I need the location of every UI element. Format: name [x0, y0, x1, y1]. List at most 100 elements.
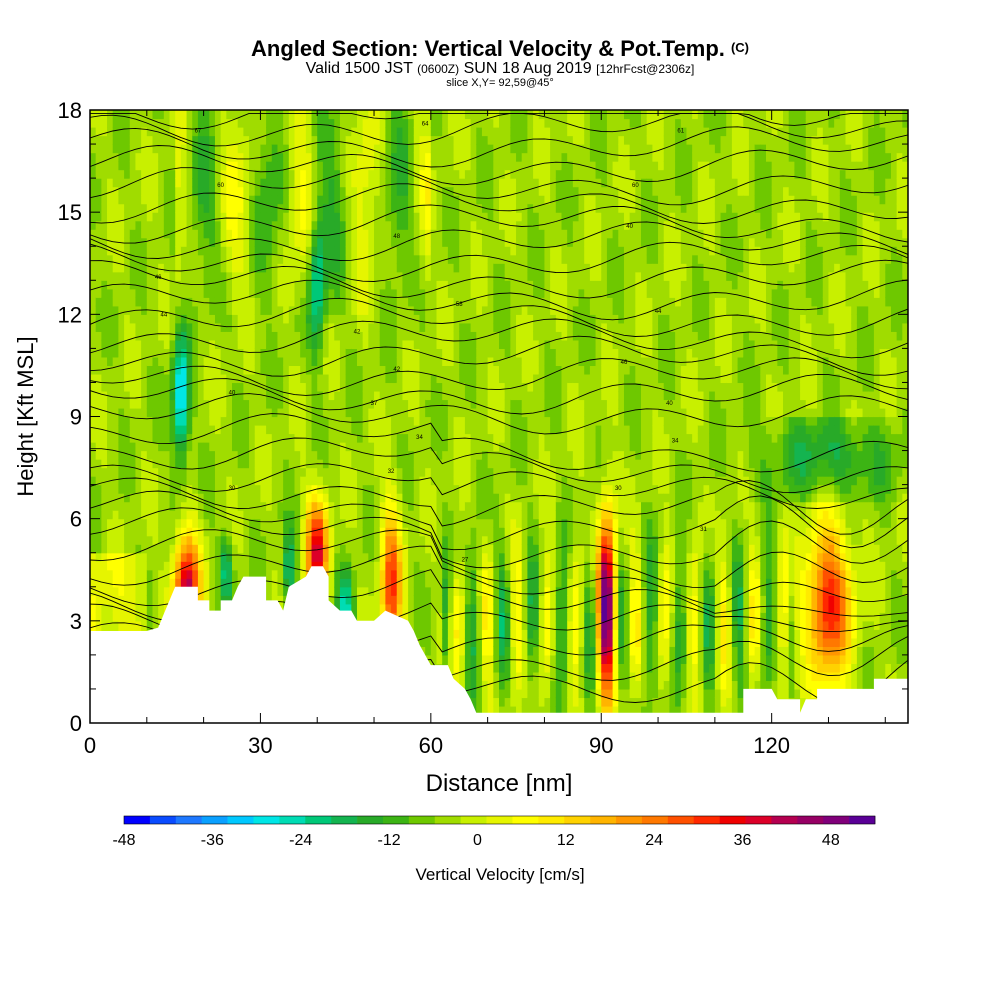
field-cell	[436, 229, 443, 239]
field-cell	[317, 212, 324, 222]
field-cell	[419, 110, 426, 120]
field-cell	[232, 169, 239, 179]
field-cell	[209, 254, 216, 264]
field-cell	[118, 518, 125, 528]
field-cell	[334, 212, 341, 222]
field-cell	[339, 220, 347, 230]
field-cell	[425, 152, 432, 162]
field-cell	[430, 493, 438, 503]
field-cell	[266, 152, 273, 162]
field-cell	[254, 144, 262, 154]
field-cell	[232, 314, 239, 324]
field-cell	[300, 425, 307, 435]
field-cell	[163, 212, 171, 222]
field-cell	[237, 220, 244, 230]
field-cell	[237, 561, 244, 571]
field-cell	[396, 314, 404, 324]
field-cell	[391, 442, 398, 452]
field-cell	[232, 535, 239, 545]
field-cell	[118, 425, 125, 435]
field-cell	[442, 382, 449, 392]
field-cell	[243, 544, 250, 554]
field-cell	[362, 442, 369, 452]
field-cell	[277, 127, 284, 137]
field-cell	[101, 390, 108, 401]
field-cell	[180, 322, 188, 332]
field-cell	[300, 450, 307, 460]
field-cell	[226, 450, 233, 460]
field-cell	[214, 544, 222, 554]
field-cell	[356, 280, 364, 290]
field-cell	[476, 552, 483, 562]
field-cell	[226, 331, 233, 341]
field-cell	[107, 433, 114, 443]
field-cell	[425, 237, 432, 247]
field-cell	[334, 186, 341, 196]
field-cell	[374, 467, 381, 477]
field-cell	[214, 331, 222, 341]
field-cell	[169, 467, 176, 477]
field-cell	[152, 186, 159, 196]
field-cell	[197, 186, 205, 196]
field-cell	[334, 399, 341, 409]
field-cell	[368, 527, 375, 537]
field-cell	[271, 348, 279, 358]
field-cell	[277, 433, 284, 443]
field-cell	[294, 246, 301, 256]
field-cell	[447, 288, 455, 298]
field-cell	[277, 288, 284, 298]
field-cell	[90, 390, 97, 401]
field-cell	[413, 203, 421, 213]
field-cell	[214, 518, 222, 528]
field-cell	[459, 501, 466, 511]
field-cell	[396, 561, 404, 571]
field-cell	[254, 433, 262, 443]
field-cell	[197, 212, 205, 222]
field-cell	[118, 416, 125, 426]
field-cell	[430, 459, 438, 469]
field-cell	[339, 305, 347, 315]
field-cell	[203, 297, 210, 307]
field-cell	[277, 305, 284, 315]
field-cell	[271, 263, 279, 273]
field-cell	[141, 399, 148, 409]
field-cell	[356, 416, 364, 426]
field-cell	[453, 118, 460, 128]
field-cell	[464, 271, 472, 281]
field-cell	[413, 263, 421, 273]
field-cell	[339, 493, 347, 503]
field-cell	[351, 578, 358, 588]
field-cell	[413, 586, 421, 596]
field-cell	[90, 442, 97, 452]
field-cell	[396, 220, 404, 230]
field-cell	[266, 416, 273, 426]
field-cell	[95, 544, 102, 554]
field-cell	[459, 254, 466, 264]
field-cell	[391, 220, 398, 230]
field-cell	[413, 110, 421, 120]
field-cell	[214, 161, 222, 171]
field-cell	[425, 629, 432, 639]
field-cell	[249, 407, 256, 418]
field-cell	[447, 127, 455, 137]
field-cell	[447, 646, 455, 656]
field-cell	[237, 144, 244, 154]
field-cell	[305, 178, 313, 188]
field-cell	[300, 331, 307, 341]
field-cell	[476, 186, 483, 196]
field-cell	[300, 169, 307, 179]
field-cell	[385, 407, 392, 418]
field-cell	[453, 263, 460, 273]
field-cell	[146, 237, 154, 247]
field-cell	[237, 203, 244, 213]
field-cell	[266, 348, 273, 358]
field-cell	[112, 510, 119, 520]
field-cell	[107, 493, 114, 503]
field-cell	[328, 110, 335, 120]
field-cell	[220, 561, 227, 571]
field-cell	[277, 356, 284, 367]
field-cell	[158, 544, 165, 554]
field-cell	[135, 390, 142, 401]
field-cell	[453, 407, 460, 418]
field-cell	[385, 552, 392, 562]
